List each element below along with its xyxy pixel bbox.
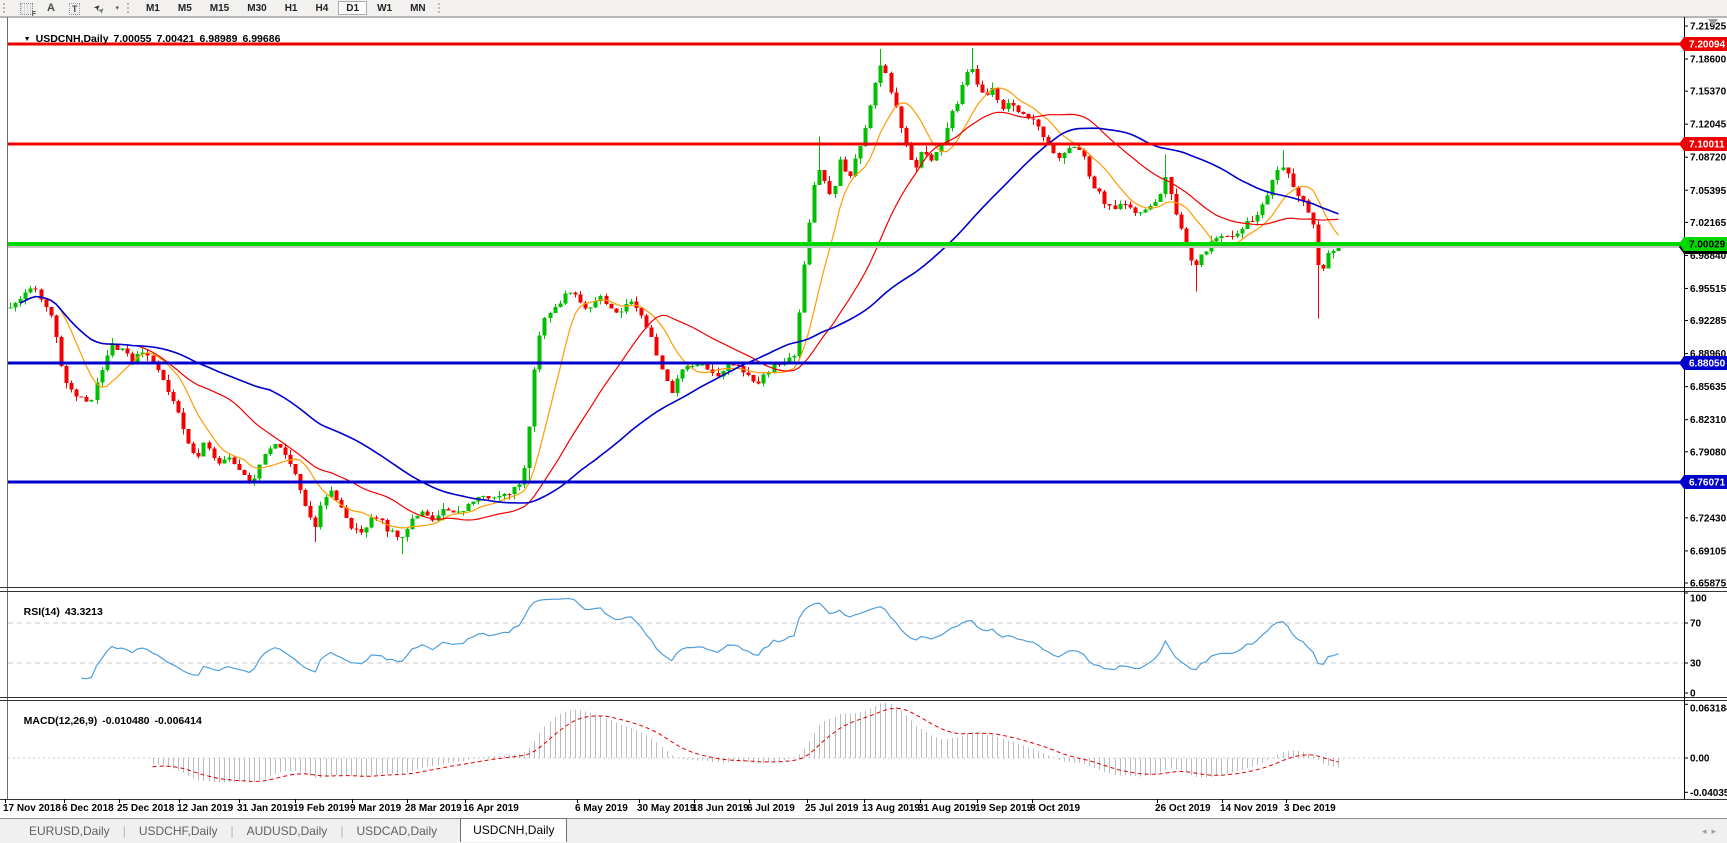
macd-signal-line — [152, 707, 1339, 782]
price-tick-label: 6.79080 — [1690, 447, 1727, 458]
date-tick-label: 6 Dec 2018 — [62, 803, 114, 814]
date-tick-label: 12 Jan 2019 — [177, 803, 234, 814]
letter-a-glyph: A — [47, 1, 55, 14]
toolbar-grip[interactable] — [437, 3, 442, 13]
dropdown-caret-icon[interactable]: ▾ — [115, 5, 119, 12]
chart-frame — [0, 16, 1727, 818]
toolbar: F A T ➤ ➤ ▾ M1 M5 M15 M30 H1 H4 D1 W1 MN — [0, 0, 1727, 18]
price-badges: 6.996867.200947.100117.000296.880506.760… — [1679, 37, 1727, 489]
font-a-icon[interactable]: A — [47, 2, 55, 15]
macd-tick-label: -0.040355 — [1690, 788, 1727, 799]
price-tick-label: 6.88960 — [1690, 349, 1727, 360]
price-tick-label: 6.98840 — [1690, 251, 1727, 262]
date-tick-label: 19 Feb 2019 — [293, 803, 350, 814]
chart-canvas[interactable]: 7.21925 7.18600 7.15370 7.12045 7.08720 7.053… — [0, 16, 1727, 818]
rsi-tick-label: 30 — [1690, 659, 1702, 670]
fast-ma-line — [19, 87, 1339, 529]
hline-price-badge: 6.88050 — [1689, 359, 1726, 370]
date-tick-label: 16 Apr 2019 — [463, 803, 519, 814]
rsi-tick-label: 100 — [1690, 594, 1707, 605]
date-tick-label: 3 Dec 2019 — [1284, 803, 1336, 814]
date-tick-label: 6 Jul 2019 — [747, 803, 795, 814]
tab-usdcnh-daily[interactable]: USDCNH,Daily — [460, 818, 568, 842]
tab-scroll-arrows[interactable]: ◂▸ — [1701, 826, 1721, 836]
date-tick-label: 14 Nov 2019 — [1220, 803, 1278, 814]
tab-separator: | — [230, 824, 234, 838]
macd-tick-label: 0.063184 — [1690, 704, 1727, 715]
price-tick-label: 6.72430 — [1690, 513, 1727, 524]
hline-price-badge: 6.76071 — [1689, 478, 1726, 489]
date-tick-label: 30 May 2019 — [637, 803, 696, 814]
letter-t-glyph: T — [68, 2, 81, 15]
indicator-levels — [8, 622, 1684, 759]
timeframe-button-w1[interactable]: W1 — [369, 1, 400, 15]
date-tick-label: 31 Aug 2019 — [918, 803, 976, 814]
price-tick-label: 7.02165 — [1690, 218, 1727, 229]
icon-badge: F — [31, 10, 36, 18]
price-tick-label: 7.12045 — [1690, 120, 1727, 131]
price-tick-label: 7.15370 — [1690, 87, 1727, 98]
date-tick-label: 6 May 2019 — [575, 803, 628, 814]
price-tick-label: 6.82310 — [1690, 415, 1727, 426]
date-tick-label: 17 Nov 2018 — [3, 803, 61, 814]
timeframe-button-h1[interactable]: H1 — [277, 1, 306, 15]
price-tick-label: 6.85635 — [1690, 382, 1727, 393]
price-tick-label: 7.08720 — [1690, 153, 1727, 164]
timeframe-button-h4[interactable]: H4 — [307, 1, 336, 15]
tab-usdcad-daily[interactable]: USDCAD,Daily — [356, 824, 438, 838]
hline-price-badge: 7.00029 — [1689, 240, 1726, 251]
chart-shift-marker-icon[interactable] — [1708, 19, 1718, 26]
date-tick-label: 18 Jun 2019 — [692, 803, 749, 814]
price-tick-label: 7.21925 — [1690, 22, 1727, 33]
date-tick-label: 31 Jan 2019 — [237, 803, 294, 814]
date-tick-label: 25 Jul 2019 — [805, 803, 859, 814]
hline-price-badge: 7.10011 — [1689, 140, 1725, 151]
price-tick-label: 7.18600 — [1690, 55, 1727, 66]
toolbar-grip[interactable] — [3, 3, 7, 13]
mid-ma-line — [19, 111, 1339, 521]
price-tick-label: 7.05395 — [1690, 186, 1727, 197]
date-tick-label: 8 Oct 2019 — [1030, 803, 1080, 814]
timeframe-button-m1[interactable]: M1 — [138, 1, 168, 15]
toolbar-grip[interactable] — [126, 3, 131, 13]
timeframe-button-mn[interactable]: MN — [402, 1, 434, 15]
symbol-tab-bar: EURUSD,Daily | USDCHF,Daily | AUDUSD,Daily | U… — [0, 818, 1727, 843]
tab-separator: | — [122, 824, 126, 838]
hline-price-badge: 7.20094 — [1689, 40, 1726, 51]
date-tick-label: 28 Mar 2019 — [405, 803, 462, 814]
cursor-arrows-icon[interactable]: ➤ ➤ — [92, 1, 108, 16]
rsi-line — [81, 597, 1339, 680]
rsi-tick-label: 70 — [1690, 619, 1702, 630]
tab-audusd-daily[interactable]: AUDUSD,Daily — [246, 824, 328, 838]
price-tick-label: 6.92285 — [1690, 316, 1727, 327]
date-tick-label: 13 Aug 2019 — [862, 803, 920, 814]
cursor-glyphs: ➤ ➤ — [92, 1, 108, 16]
timeframe-button-m5[interactable]: M5 — [170, 1, 200, 15]
timeframe-button-m15[interactable]: M15 — [202, 1, 237, 15]
slow-ma-line — [19, 127, 1339, 504]
tab-usdchf-daily[interactable]: USDCHF,Daily — [138, 824, 218, 838]
tab-eurusd-daily[interactable]: EURUSD,Daily — [29, 824, 110, 838]
axis-labels: 7.21925 7.18600 7.15370 7.12045 7.08720 7.053… — [3, 22, 1727, 815]
rsi-tick-label: 0 — [1690, 689, 1696, 700]
date-tick-label: 19 Sep 2019 — [975, 803, 1033, 814]
timeframe-button-d1[interactable]: D1 — [338, 1, 368, 15]
candlestick-series — [8, 48, 1341, 554]
date-tick-label: 25 Dec 2018 — [117, 803, 175, 814]
macd-tick-label: 0.00 — [1690, 754, 1710, 765]
macd-histogram — [153, 702, 1339, 783]
tab-separator: | — [340, 824, 344, 838]
date-tick-label: 9 Mar 2019 — [350, 803, 402, 814]
date-tick-label: 26 Oct 2019 — [1155, 803, 1211, 814]
timeframe-button-m30[interactable]: M30 — [239, 1, 274, 15]
price-tick-label: 6.69105 — [1690, 546, 1727, 557]
text-label-icon[interactable]: T — [68, 2, 81, 15]
price-tick-label: 6.95515 — [1690, 284, 1727, 295]
price-tick-label: 6.65875 — [1690, 578, 1727, 589]
dotted-grid-icon[interactable]: F — [20, 2, 36, 18]
horizontal-lines — [8, 42, 1684, 484]
